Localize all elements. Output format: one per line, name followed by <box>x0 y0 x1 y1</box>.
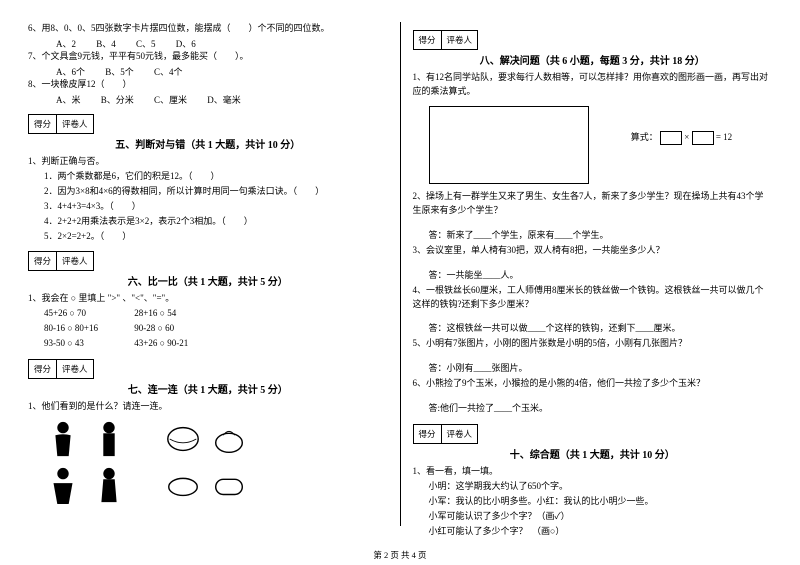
formula-label: 算式： <box>631 132 658 142</box>
section-6-title: 六、比一比（共 1 大题，共计 5 分） <box>28 273 388 288</box>
score-box-5: 得分 评卷人 <box>28 114 388 134</box>
q8-opt-b: B、分米 <box>101 93 134 106</box>
child-icon <box>44 464 82 506</box>
q7-opts: A、6个 B、5个 C、4个 <box>28 65 388 78</box>
s5-i4: 4．2+2+2用乘法表示是3×2，表示2个3相加。（ ） <box>28 215 388 229</box>
s6-r1c2: 28+16 ○ 54 <box>134 307 222 321</box>
s6-r2: 80-16 ○ 80+16 90-28 ○ 60 <box>28 322 388 336</box>
score-label: 得分 <box>29 115 57 133</box>
s10-l1: 小明：这学期我大约认了650个字。 <box>413 480 773 494</box>
s8-q4: 4、一根铁丝长60厘米，工人师傅用8厘米长的铁丝做一个铁钩。这根铁丝一共可以做几… <box>413 284 773 312</box>
section-8-title: 八、解决问题（共 6 小题，每题 3 分，共计 18 分） <box>413 52 773 67</box>
s5-stem: 1、判断正确与否。 <box>28 155 388 169</box>
score-label: 得分 <box>29 252 57 270</box>
left-column: 6、用8、0、0、5四张数字卡片摆四位数，能摆成（ ）个不同的四位数。 A、2 … <box>28 22 396 526</box>
s6-r1: 45+26 ○ 70 28+16 ○ 54 <box>28 307 388 321</box>
s8-q6: 6、小熊捡了9个玉米，小猴捡的是小熊的4倍，他们一共捡了多少个玉米？ <box>413 377 773 391</box>
s8-q3-ans: 答：一共能坐____人。 <box>413 269 773 283</box>
q6-opts: A、2 B、4 C、5 D、6 <box>28 37 388 50</box>
grader-label: 评卷人 <box>57 115 93 133</box>
q6-stem: 6、用8、0、0、5四张数字卡片摆四位数，能摆成（ ）个不同的四位数。 <box>28 22 388 36</box>
grader-label: 评卷人 <box>57 360 93 378</box>
input-box <box>692 131 714 145</box>
s8-q1-work: 算式： × = 12 <box>413 100 773 190</box>
section-10-title: 十、综合题（共 1 大题，共计 10 分） <box>413 446 773 461</box>
section-7-title: 七、连一连（共 1 大题，共计 5 分） <box>28 381 388 396</box>
drawing-box <box>429 106 589 184</box>
s6-r2c1: 80-16 ○ 80+16 <box>44 322 132 336</box>
q8-opt-d: D、毫米 <box>207 93 241 106</box>
grader-label: 评卷人 <box>442 425 478 443</box>
input-box <box>660 131 682 145</box>
s8-q2-ans: 答：新来了____个学生，原来有____个学生。 <box>413 229 773 243</box>
score-box-10: 得分 评卷人 <box>413 424 773 444</box>
object-icon <box>164 464 202 506</box>
s6-r3c1: 93-50 ○ 43 <box>44 337 132 351</box>
s8-q5-ans: 答：小刚有____张图片。 <box>413 362 773 376</box>
child-icon <box>90 418 128 460</box>
s8-q2: 2、操场上有一群学生又来了男生、女生各7人，新来了多少学生？现在操场上共有43个… <box>413 190 773 218</box>
q6-opt-d: D、6 <box>176 37 196 50</box>
s10-l4: 小红可能认了多少个字？ （画○） <box>413 525 773 539</box>
s7-stem: 1、他们看到的是什么？请连一连。 <box>28 400 388 414</box>
q8-stem: 8、一块橡皮厚12（ ） <box>28 78 388 92</box>
score-box-7: 得分 评卷人 <box>28 359 388 379</box>
page-footer: 第 2 页 共 4 页 <box>0 549 800 561</box>
q7-stem: 7、个文具盒9元钱，平平有50元钱，最多能买（ ）。 <box>28 50 388 64</box>
object-icon <box>210 418 248 460</box>
s8-q6-ans: 答:他们一共捡了____个玉米。 <box>413 402 773 416</box>
s5-i5: 5．2×2=2+2。（ ） <box>28 230 388 244</box>
s5-i2: 2．因为3×8和4×6的得数相同，所以计算时用同一句乘法口诀。（ ） <box>28 185 388 199</box>
score-box-8: 得分 评卷人 <box>413 30 773 50</box>
s10-l3: 小军可能认识了多少个字？（画✓） <box>413 510 773 524</box>
s6-r3c2: 43+26 ○ 90-21 <box>134 337 222 351</box>
child-icon <box>90 464 128 506</box>
section-5-title: 五、判断对与错（共 1 大题，共计 10 分） <box>28 136 388 151</box>
s5-i3: 3．4+4+3=4×3。（ ） <box>28 200 388 214</box>
s8-q3: 3、会议室里，单人椅有30把，双人椅有8把，一共能坐多少人？ <box>413 244 773 258</box>
s6-r1c1: 45+26 ○ 70 <box>44 307 132 321</box>
s6-r3: 93-50 ○ 43 43+26 ○ 90-21 <box>28 337 388 351</box>
object-icon <box>164 418 202 460</box>
grader-label: 评卷人 <box>442 31 478 49</box>
q6-opt-c: C、5 <box>136 37 156 50</box>
formula-suffix: = 12 <box>716 132 732 142</box>
s7-img-row-2 <box>28 464 388 506</box>
column-divider <box>400 22 401 526</box>
s5-i1: 1．两个乘数都是6，它们的积是12。（ ） <box>28 170 388 184</box>
formula-area: 算式： × = 12 <box>631 130 732 145</box>
object-icon <box>210 464 248 506</box>
score-box-6: 得分 评卷人 <box>28 251 388 271</box>
q6-opt-a: A、2 <box>56 37 76 50</box>
s8-q4-ans: 答：这根铁丝一共可以做____个这样的铁钩，还剩下____厘米。 <box>413 322 773 336</box>
q8-opt-a: A、米 <box>56 93 81 106</box>
s10-stem: 1、看一看，填一填。 <box>413 465 773 479</box>
q7-opt-b: B、5个 <box>105 65 134 78</box>
s6-r2c2: 90-28 ○ 60 <box>134 322 222 336</box>
score-label: 得分 <box>414 31 442 49</box>
grader-label: 评卷人 <box>57 252 93 270</box>
q7-opt-a: A、6个 <box>56 65 85 78</box>
s8-q1: 1、有12名同学站队，要求每行人数相等，可以怎样排？用你喜欢的图形画一画，再写出… <box>413 71 773 99</box>
s7-img-row-1 <box>28 418 388 460</box>
s10-l2: 小军：我认的比小明多些。小红：我认的比小明少一些。 <box>413 495 773 509</box>
s6-stem: 1、我会在 ○ 里填上 ">" 、"<"、"="。 <box>28 292 388 306</box>
q7-opt-c: C、4个 <box>154 65 183 78</box>
q8-opt-c: C、厘米 <box>154 93 187 106</box>
child-icon <box>44 418 82 460</box>
q8-opts: A、米 B、分米 C、厘米 D、毫米 <box>28 93 388 106</box>
score-label: 得分 <box>29 360 57 378</box>
score-label: 得分 <box>414 425 442 443</box>
q6-opt-b: B、4 <box>96 37 116 50</box>
right-column: 得分 评卷人 八、解决问题（共 6 小题，每题 3 分，共计 18 分） 1、有… <box>405 22 773 526</box>
s8-q5: 5、小明有7张图片，小刚的图片张数是小明的5倍，小刚有几张图片？ <box>413 337 773 351</box>
